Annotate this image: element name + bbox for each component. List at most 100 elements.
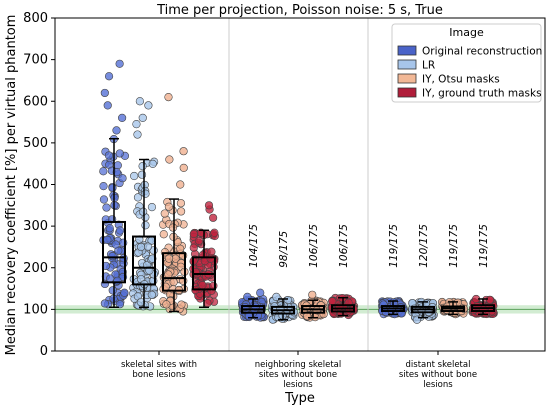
legend-title: Image: [449, 26, 484, 39]
data-point: [136, 242, 146, 252]
data-point: [210, 228, 219, 237]
data-point: [99, 167, 108, 176]
data-point: [100, 299, 109, 308]
x-tick-label: lesions: [283, 380, 313, 390]
data-point: [115, 149, 124, 158]
legend-label: IY, Otsu masks: [422, 74, 500, 86]
outlier-point: [144, 101, 153, 110]
outlier-point: [100, 88, 109, 98]
data-point: [189, 229, 198, 239]
y-tick-label: 0: [40, 344, 48, 359]
data-point: [108, 252, 117, 261]
data-point: [104, 151, 114, 160]
y-tick-label: 700: [23, 53, 48, 68]
count-annotation: 119/175: [478, 224, 490, 268]
outlier-point: [132, 120, 141, 129]
data-point: [115, 226, 125, 235]
count-annotation: 119/175: [388, 224, 400, 268]
data-point: [177, 300, 186, 309]
data-point: [169, 277, 178, 287]
data-point: [138, 162, 147, 171]
data-point: [141, 189, 150, 198]
data-point: [112, 168, 121, 177]
box: [102, 220, 126, 284]
x-tick-label: sites without bone: [259, 370, 337, 380]
data-point: [206, 254, 215, 263]
outlier-point: [209, 213, 218, 222]
legend-label: LR: [422, 60, 435, 72]
legend-label: Original reconstruction: [422, 46, 542, 58]
count-annotation: 106/175: [308, 224, 320, 268]
data-point: [147, 203, 157, 212]
y-tick-label: 800: [23, 11, 48, 26]
count-annotation: 98/175: [278, 230, 290, 267]
data-point: [198, 280, 207, 290]
outlier-point: [103, 101, 112, 110]
outlier-point: [204, 201, 214, 210]
x-tick-label: neighboring skeletal: [255, 360, 341, 370]
outlier-point: [112, 126, 121, 135]
outlier-point: [179, 163, 188, 172]
legend: Image Original reconstruction LR IY, Otsu m…: [391, 23, 542, 103]
data-point: [133, 193, 143, 202]
plot-area: 0 100 200 300 400 500 600 700 800 104/175 98/175 10…: [23, 11, 546, 390]
outlier-point: [138, 113, 147, 122]
data-point: [120, 288, 129, 297]
outlier-point: [165, 155, 174, 164]
data-point: [164, 254, 174, 263]
y-tick-label: 200: [23, 261, 48, 276]
data-point: [108, 183, 117, 193]
outlier-point: [164, 92, 173, 102]
data-point: [141, 221, 150, 230]
y-axis-title: Median recovery coefficient [%] per virt…: [4, 15, 19, 356]
data-point: [485, 295, 494, 304]
y-tick-label: 500: [23, 136, 48, 151]
outlier-point: [176, 180, 185, 189]
data-point: [113, 276, 122, 285]
y-tick-label: 100: [23, 302, 48, 317]
data-point: [164, 202, 174, 211]
legend-swatch: [397, 73, 417, 84]
data-point: [113, 161, 122, 170]
x-tick-label: skeletal sites with: [121, 360, 197, 370]
data-point: [176, 207, 186, 216]
data-point: [118, 174, 127, 183]
data-point: [106, 274, 115, 283]
box: [162, 252, 186, 292]
plot-frame: [54, 17, 546, 352]
data-point: [99, 195, 109, 204]
outlier-point: [115, 59, 124, 68]
data-point: [189, 243, 198, 252]
x-tick-label: bone lesions: [132, 370, 186, 380]
data-point: [147, 290, 156, 299]
data-point: [379, 300, 388, 309]
data-point: [115, 300, 125, 309]
x-tick-label: distant skeletal: [406, 360, 471, 370]
outlier-point: [104, 72, 114, 81]
x-tick-label: sites without bone: [399, 370, 477, 380]
data-point: [207, 247, 216, 256]
legend-swatch: [397, 59, 417, 70]
box: [132, 235, 156, 286]
data-point: [203, 299, 212, 308]
count-annotation: 119/175: [448, 224, 460, 268]
outlier-point: [179, 147, 188, 156]
outlier-point: [256, 288, 265, 297]
data-point: [102, 203, 111, 212]
data-point: [130, 171, 139, 181]
data-point: [162, 300, 171, 309]
outlier-point: [135, 97, 144, 106]
outlier-point: [118, 113, 127, 122]
y-tick-label: 600: [23, 94, 48, 109]
data-point: [148, 159, 157, 168]
y-tick-label: 300: [23, 219, 48, 234]
x-axis-title: Type: [284, 391, 315, 406]
data-point: [139, 207, 148, 216]
y-tick-label: 400: [23, 178, 48, 193]
data-point: [194, 236, 204, 245]
data-point: [168, 223, 178, 232]
data-point: [164, 270, 173, 279]
count-annotation: 106/175: [338, 224, 350, 268]
count-annotation: 104/175: [248, 224, 260, 268]
x-tick-label: lesions: [423, 380, 453, 390]
